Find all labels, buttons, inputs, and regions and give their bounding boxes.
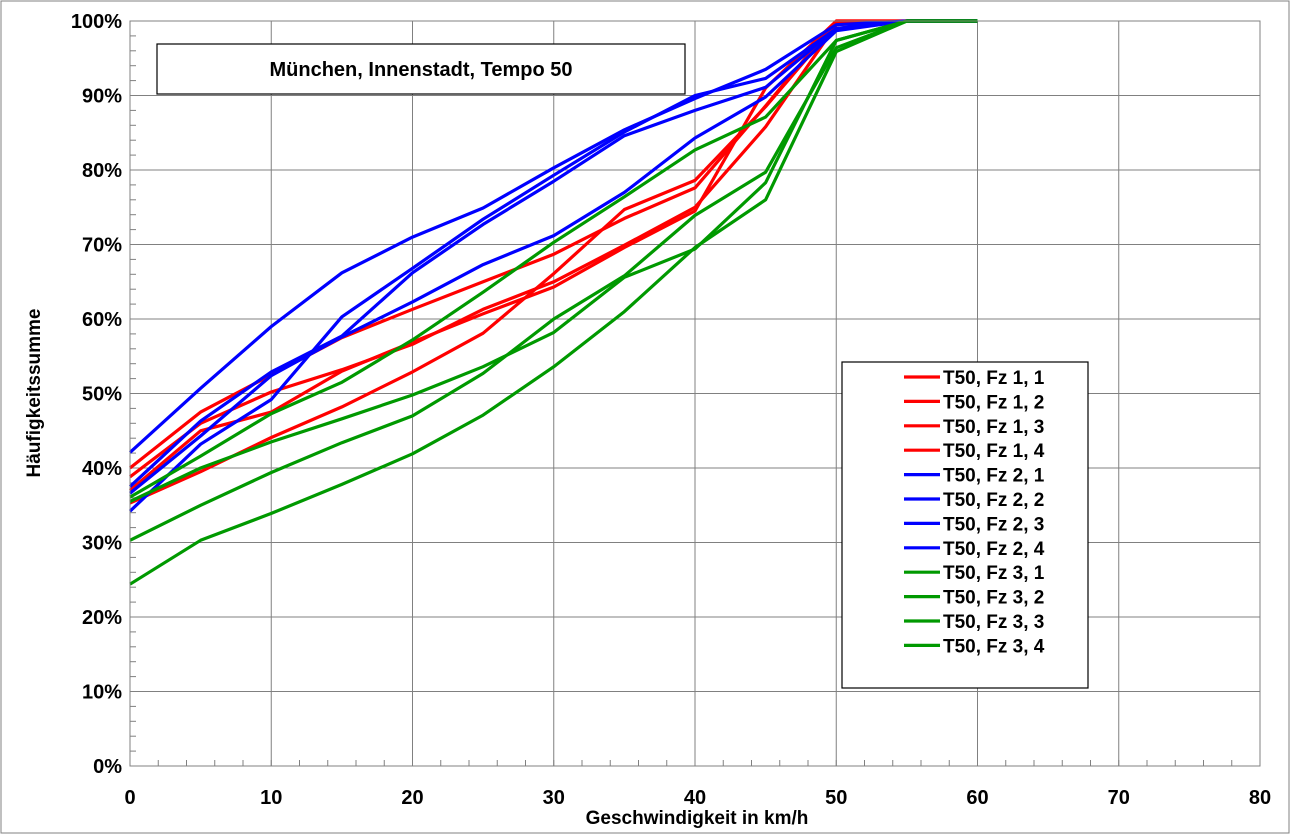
series-line-8 — [128, 19, 978, 495]
chart-title-frame — [156, 43, 686, 95]
y-axis-title: Häufigkeitssumme — [24, 309, 45, 478]
series-line-5 — [128, 19, 978, 454]
chart-title: München, Innenstadt, Tempo 50 — [270, 59, 573, 81]
plot-area-frame — [129, 20, 1261, 767]
x-tick-label: 10 — [260, 787, 282, 809]
x-axis-title: Geschwindigkeit in km/h — [586, 808, 809, 829]
legend-label-11: T50, Fz 3, 3 — [943, 612, 1044, 633]
legend-frame — [841, 361, 1089, 689]
x-tick-label: 60 — [966, 787, 988, 809]
legend-label-10: T50, Fz 3, 2 — [943, 588, 1044, 609]
legend: T50, Fz 1, 1 T50, Fz 1, 2 T50, Fz 1, 3 T50,… — [841, 361, 1089, 689]
x-tick-label: 80 — [1249, 787, 1271, 809]
legend-label-8: T50, Fz 2, 4 — [943, 539, 1045, 560]
legend-label-2: T50, Fz 1, 2 — [943, 392, 1044, 413]
chart-title-box: München, Innenstadt, Tempo 50 — [156, 43, 686, 95]
legend-label-12: T50, Fz 3, 4 — [943, 636, 1045, 657]
legend-label-3: T50, Fz 1, 3 — [943, 417, 1044, 438]
y-tick-label: 0% — [93, 756, 122, 778]
y-tick-label: 90% — [82, 86, 122, 108]
y-tick-label: 50% — [82, 384, 122, 406]
legend-label-7: T50, Fz 2, 3 — [943, 514, 1044, 535]
legend-label-4: T50, Fz 1, 4 — [943, 441, 1045, 462]
legend-label-6: T50, Fz 2, 2 — [943, 490, 1044, 511]
series-line-7 — [128, 19, 978, 513]
series-line-11 — [129, 19, 978, 542]
legend-label-9: T50, Fz 3, 1 — [943, 563, 1045, 584]
x-tick-label: 20 — [401, 787, 423, 809]
x-tick-labels: 0 10 20 30 40 50 60 70 80 — [124, 787, 1271, 809]
series-line-10 — [129, 19, 978, 503]
y-tick-label: 40% — [82, 458, 122, 480]
x-tick-label: 50 — [825, 787, 847, 809]
y-tick-label: 70% — [82, 235, 122, 257]
x-tick-label: 70 — [1108, 787, 1130, 809]
y-tick-label: 10% — [82, 682, 122, 704]
y-tick-label: 100% — [71, 11, 122, 33]
y-tick-labels: 0% 10% 20% 30% 40% 50% 60% 70% 80% 90% 100% — [71, 11, 122, 778]
x-tick-label: 0 — [124, 787, 135, 809]
legend-label-1: T50, Fz 1, 1 — [943, 368, 1045, 389]
y-tick-label: 30% — [82, 533, 122, 555]
y-tick-label: 60% — [82, 309, 122, 331]
y-tick-label: 20% — [82, 607, 122, 629]
y-tick-label: 80% — [82, 160, 122, 182]
legend-label-5: T50, Fz 2, 1 — [943, 466, 1045, 487]
x-tick-label: 40 — [684, 787, 706, 809]
x-tick-label: 30 — [543, 787, 565, 809]
series-line-12 — [129, 19, 978, 586]
legend-entries: T50, Fz 1, 1 T50, Fz 1, 2 T50, Fz 1, 3 T50,… — [904, 368, 1045, 657]
